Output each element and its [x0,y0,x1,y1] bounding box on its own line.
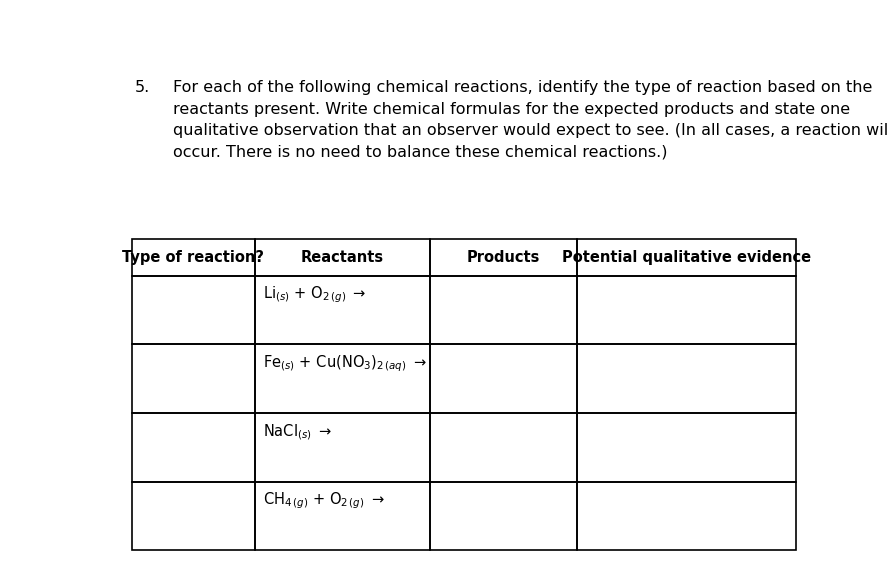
Bar [431,276,576,344]
Bar [576,239,796,276]
Bar [255,344,431,413]
Bar [576,344,796,413]
Bar [576,413,796,482]
Bar [431,482,576,550]
Bar [131,239,255,276]
Text: 5.: 5. [135,80,150,95]
Text: Fe$_{(s)}$ + Cu(NO$_3)_{2\,(aq)}$ $\rightarrow$: Fe$_{(s)}$ + Cu(NO$_3)_{2\,(aq)}$ $\righ… [264,353,427,374]
Bar [431,344,576,413]
Bar [576,482,796,550]
Bar [255,276,431,344]
Bar [255,482,431,550]
Bar [131,413,255,482]
Bar [255,413,431,482]
Text: Reactants: Reactants [301,250,385,265]
Bar [131,344,255,413]
Text: Li$_{(s)}$ + O$_{2\,(g)}$ $\rightarrow$: Li$_{(s)}$ + O$_{2\,(g)}$ $\rightarrow$ [264,285,367,305]
Text: Type of reaction?: Type of reaction? [122,250,264,265]
Bar [255,239,431,276]
Text: Products: Products [467,250,540,265]
Text: For each of the following chemical reactions, identify the type of reaction base: For each of the following chemical react… [173,80,888,160]
Text: CH$_{4\,(g)}$ + O$_{2\,(g)}$ $\rightarrow$: CH$_{4\,(g)}$ + O$_{2\,(g)}$ $\rightarro… [264,490,385,511]
Bar [431,413,576,482]
Bar [576,276,796,344]
Text: Potential qualitative evidence: Potential qualitative evidence [561,250,811,265]
Bar [131,482,255,550]
Bar [431,239,576,276]
Bar [131,276,255,344]
Text: NaCl$_{(s)}$ $\rightarrow$: NaCl$_{(s)}$ $\rightarrow$ [264,423,333,442]
